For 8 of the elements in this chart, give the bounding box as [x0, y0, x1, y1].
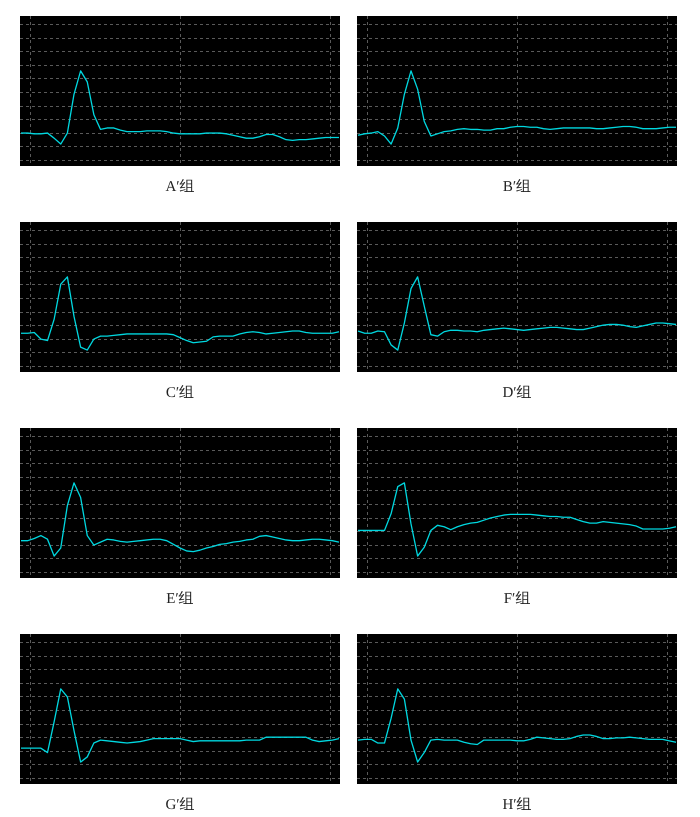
text: H′组 [501, 796, 533, 814]
text: D′组 [501, 384, 533, 402]
text: F′组 [502, 590, 532, 608]
text: A′组 [164, 178, 196, 196]
text: E′组 [165, 590, 195, 608]
text: C′组 [164, 384, 196, 402]
text: G′组 [164, 796, 196, 814]
text: B′组 [502, 178, 532, 196]
